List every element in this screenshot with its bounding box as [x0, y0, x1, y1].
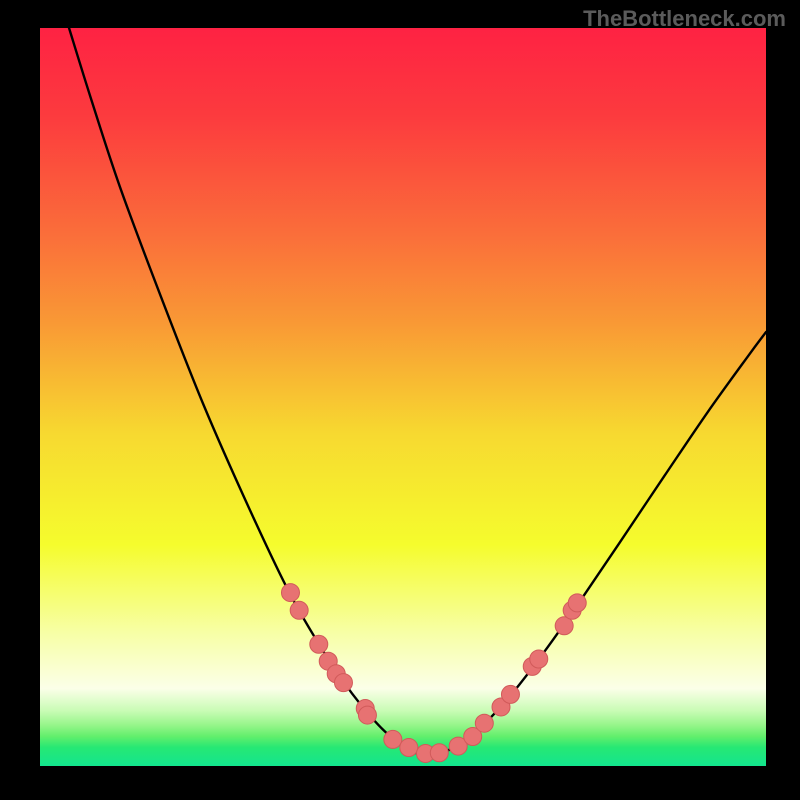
- data-point: [290, 601, 308, 619]
- data-point: [310, 635, 328, 653]
- root-container: TheBottleneck.com: [0, 0, 800, 800]
- data-point: [430, 744, 448, 762]
- data-point: [384, 730, 402, 748]
- data-point: [281, 584, 299, 602]
- data-point: [334, 674, 352, 692]
- bottleneck-chart-svg: [0, 0, 800, 800]
- data-point: [530, 650, 548, 668]
- data-point: [400, 739, 418, 757]
- data-point: [358, 706, 376, 724]
- data-point: [568, 594, 586, 612]
- data-point: [501, 685, 519, 703]
- watermark-text: TheBottleneck.com: [583, 6, 786, 32]
- gradient-background: [40, 28, 766, 766]
- data-point: [475, 714, 493, 732]
